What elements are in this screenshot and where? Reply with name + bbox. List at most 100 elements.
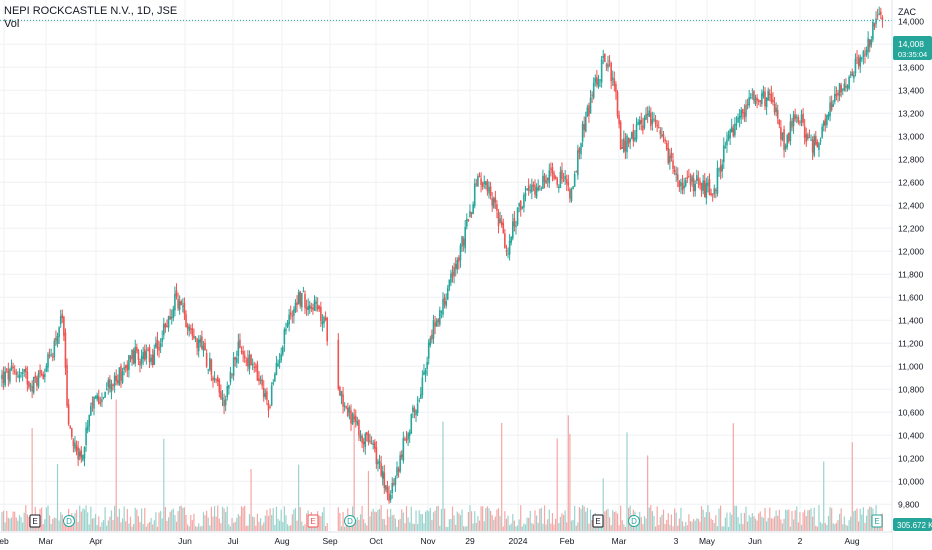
candle-body	[109, 379, 111, 389]
candle-body	[683, 185, 685, 189]
candle-body	[86, 426, 89, 431]
candle-body	[654, 119, 657, 124]
candle-body	[846, 85, 849, 89]
volume-bar	[236, 517, 238, 531]
earnings-marker[interactable]: E	[29, 514, 41, 528]
candle-body	[291, 315, 294, 317]
volume-bar	[767, 517, 769, 531]
candle-body	[10, 365, 13, 370]
volume-bar	[770, 518, 772, 531]
volume-bar	[802, 512, 804, 531]
volume-bar	[640, 517, 642, 531]
volume-bar	[31, 428, 33, 531]
candle-body	[556, 178, 559, 185]
candle-body	[740, 110, 743, 118]
candle-body	[719, 165, 722, 173]
candle-body	[83, 447, 86, 459]
candle-body	[66, 364, 68, 406]
volume-bar	[566, 522, 568, 531]
candle-body	[262, 387, 265, 398]
candle-body	[274, 374, 276, 382]
earnings-marker[interactable]: E	[871, 514, 883, 528]
candle-body	[781, 132, 784, 140]
candle-body	[437, 319, 440, 322]
symbol-title[interactable]: NEPI ROCKCASTLE N.V., 1D, JSE	[4, 5, 178, 17]
x-tick-label: 2	[798, 536, 803, 546]
candle-body	[537, 186, 539, 191]
volume-bar	[247, 525, 249, 531]
volume-bar	[834, 524, 836, 531]
y-tick-label: 10,000	[898, 476, 924, 486]
volume-bar	[474, 511, 476, 531]
candle-body	[619, 122, 622, 150]
candle-body	[2, 372, 5, 384]
volume-bar	[840, 508, 842, 531]
earnings-marker[interactable]: E	[592, 514, 604, 528]
candle-body	[270, 385, 273, 406]
candle-body	[321, 321, 324, 325]
candle-body	[345, 406, 348, 408]
candle-body	[630, 132, 633, 139]
volume-bar	[55, 518, 57, 531]
candle-body	[807, 134, 809, 139]
volume-bar	[9, 518, 11, 531]
volume-bar	[283, 506, 285, 531]
volume-bar	[870, 507, 872, 531]
candle-body	[765, 97, 768, 108]
volume-bar	[516, 525, 519, 531]
y-tick-label: 11,600	[898, 292, 924, 302]
volume-bar	[458, 513, 460, 531]
volume-bar	[323, 507, 325, 531]
volume-bar	[675, 512, 677, 531]
candle-body	[28, 381, 30, 388]
volume-bar	[670, 514, 673, 531]
volume-bar	[183, 507, 186, 531]
volume-bar	[694, 520, 696, 531]
candle-body	[21, 372, 24, 374]
volume-bar	[524, 524, 527, 531]
volume-bar	[2, 510, 5, 531]
candle-body	[694, 183, 697, 192]
candle-body	[416, 403, 419, 414]
candle-body	[661, 134, 663, 137]
volume-bar	[233, 522, 235, 531]
candle-body	[751, 94, 754, 96]
volume-bar	[681, 521, 684, 531]
candles	[1, 6, 884, 504]
volume-bar	[823, 461, 825, 531]
volume-bar	[28, 517, 30, 531]
candle-body	[805, 134, 808, 142]
candle-body	[318, 306, 321, 309]
volume-bar	[404, 523, 406, 531]
earnings-marker[interactable]: E	[307, 514, 319, 528]
volume-bar	[185, 514, 187, 531]
volume-bar	[45, 507, 48, 531]
candle-body	[880, 11, 882, 15]
volume-legend[interactable]: Vol	[4, 18, 20, 30]
dividend-marker[interactable]: D	[344, 515, 356, 527]
volume-bar	[518, 519, 520, 531]
volume-bar	[386, 509, 389, 531]
candle-body	[721, 164, 723, 172]
candle-body	[645, 113, 647, 120]
x-tick-label: Jul	[228, 536, 239, 546]
volume-bar	[207, 517, 209, 531]
volume-bar	[1, 512, 3, 531]
candle-body	[343, 405, 346, 407]
candle-body	[810, 139, 812, 141]
candle-body	[523, 195, 525, 208]
volume-bar	[190, 515, 192, 531]
dividend-marker[interactable]: D	[63, 515, 75, 527]
candle-body	[703, 180, 706, 197]
candle-body	[757, 100, 760, 102]
candle-body	[835, 93, 838, 97]
candle-body	[461, 236, 463, 247]
candle-body	[299, 291, 302, 307]
dividend-marker[interactable]: D	[628, 515, 640, 527]
volume-bar	[264, 515, 266, 531]
y-tick-label: 11,800	[898, 269, 924, 279]
candle-body	[136, 347, 138, 351]
volume-bar	[623, 524, 625, 531]
